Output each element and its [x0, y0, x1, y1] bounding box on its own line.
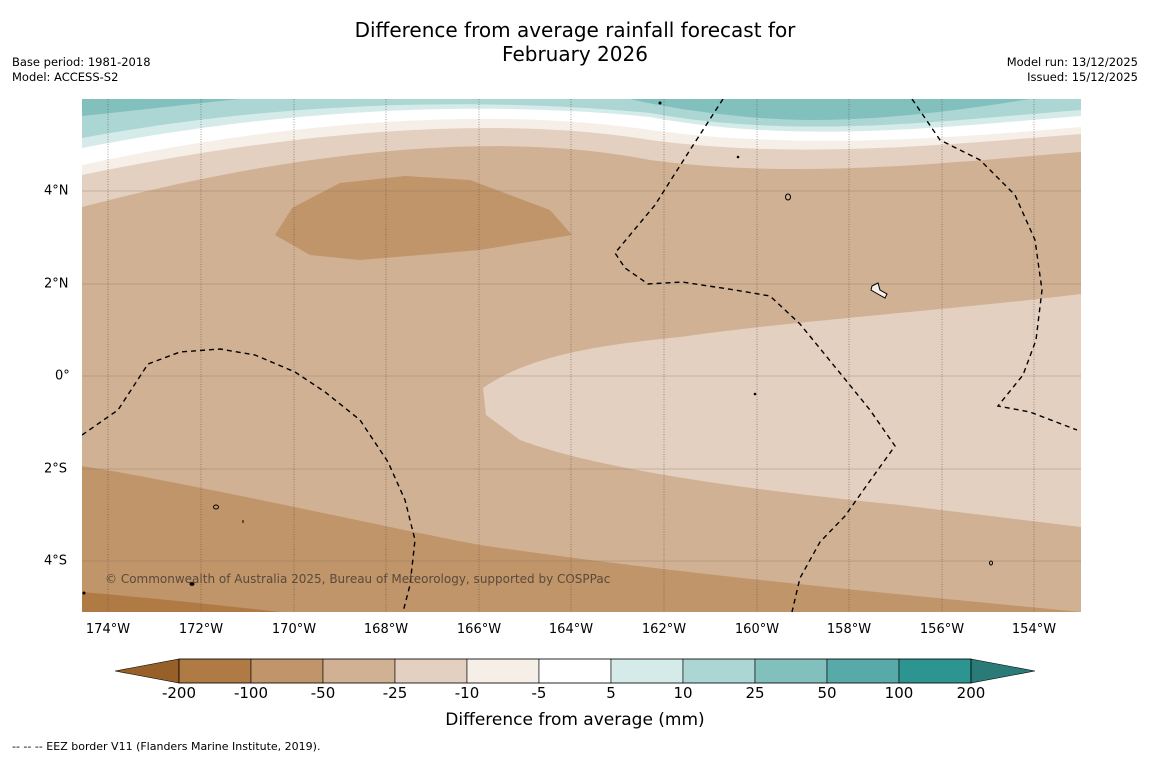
colorbar — [114, 658, 1036, 684]
colorbar-segment — [250, 658, 324, 684]
colorbar-tick: -25 — [382, 684, 408, 702]
island-southeast — [989, 560, 993, 566]
island-islet-5 — [736, 155, 740, 159]
colorbar-segment — [610, 658, 684, 684]
islands — [82, 101, 993, 595]
island-islet-4 — [658, 101, 662, 105]
region-dry-100-south — [82, 466, 1081, 612]
map-area — [82, 99, 1081, 612]
lat-label-4s: 4°S — [44, 553, 68, 569]
colorbar-tick: -100 — [233, 684, 269, 702]
issued-date: Issued: 15/12/2025 — [1027, 70, 1138, 84]
colorbar-tick: 200 — [956, 684, 986, 702]
lon-label-160w: 160°W — [734, 622, 780, 637]
colorbar-segment — [322, 658, 396, 684]
colorbar-segment — [826, 658, 900, 684]
latitude-gridlines — [82, 190, 1081, 562]
colorbar-tick: -5 — [531, 684, 547, 702]
colorbar-segment — [898, 658, 972, 684]
region-dry-100-north — [275, 176, 572, 260]
colorbar-tick: 100 — [884, 684, 914, 702]
colorbar-segment — [178, 658, 252, 684]
longitude-gridlines — [107, 99, 1035, 612]
lon-label-154w: 154°W — [1011, 622, 1057, 637]
colorbar-segment — [682, 658, 756, 684]
colorbar-tick: -200 — [161, 684, 197, 702]
lat-label-equator: 0° — [55, 368, 70, 384]
colorbar-tick: -50 — [310, 684, 336, 702]
island-north — [785, 193, 791, 201]
eez-border-central — [614, 99, 896, 612]
colorbar-tick: 50 — [817, 684, 837, 702]
chart-title: Difference from average rainfall forecas… — [0, 18, 1150, 66]
island-kiritimati — [870, 282, 888, 299]
lon-label-166w: 166°W — [456, 622, 502, 637]
island-islet-3 — [82, 591, 86, 595]
colorbar-segment — [394, 658, 468, 684]
island-southwest — [213, 504, 219, 510]
lat-label-4n: 4°N — [44, 183, 69, 199]
lon-label-158w: 158°W — [826, 622, 872, 637]
lat-label-2n: 2°N — [44, 276, 69, 292]
colorbar-tick: -10 — [454, 684, 480, 702]
lon-label-168w: 168°W — [363, 622, 409, 637]
lon-label-170w: 170°W — [271, 622, 317, 637]
eez-legend-note: -- -- -- EEZ border V11 (Flanders Marine… — [12, 740, 321, 753]
region-wet-25-east — [630, 99, 1030, 120]
lon-label-174w: 174°W — [85, 622, 131, 637]
region-very-dry — [82, 592, 280, 612]
colorbar-tick: 10 — [673, 684, 693, 702]
colorbar-outline — [178, 658, 972, 684]
lon-label-162w: 162°W — [641, 622, 687, 637]
colorbar-tick: 25 — [745, 684, 765, 702]
colorbar-extend-low — [114, 658, 180, 684]
lon-label-156w: 156°W — [919, 622, 965, 637]
island-islet-2 — [189, 582, 195, 586]
colorbar-tick: 5 — [606, 684, 616, 702]
eez-border-east — [911, 99, 1078, 431]
region-wet-25-west — [82, 99, 240, 116]
colorbar-segment — [466, 658, 540, 684]
meta-left: Base period: 1981-2018 Model: ACCESS-S2 — [12, 55, 151, 85]
base-period: Base period: 1981-2018 — [12, 55, 151, 69]
title-line-2: February 2026 — [502, 42, 648, 66]
eez-borders — [82, 99, 1078, 612]
title-line-1: Difference from average rainfall forecas… — [354, 18, 796, 42]
colorbar-segments — [178, 658, 972, 684]
copyright-notice: © Commonwealth of Australia 2025, Bureau… — [105, 572, 611, 586]
meta-right: Model run: 13/12/2025 Issued: 15/12/2025 — [1007, 55, 1138, 85]
colorbar-label: Difference from average (mm) — [445, 710, 705, 730]
lon-label-164w: 164°W — [548, 622, 594, 637]
eez-border-west — [82, 348, 416, 612]
model-name: Model: ACCESS-S2 — [12, 70, 119, 84]
colorbar-segment — [754, 658, 828, 684]
island-islet-6 — [753, 392, 757, 396]
lon-label-172w: 172°W — [178, 622, 224, 637]
model-run: Model run: 13/12/2025 — [1006, 55, 1138, 69]
lat-label-2s: 2°S — [44, 461, 68, 477]
colorbar-segment — [538, 658, 612, 684]
colorbar-extend-high — [970, 658, 1036, 684]
